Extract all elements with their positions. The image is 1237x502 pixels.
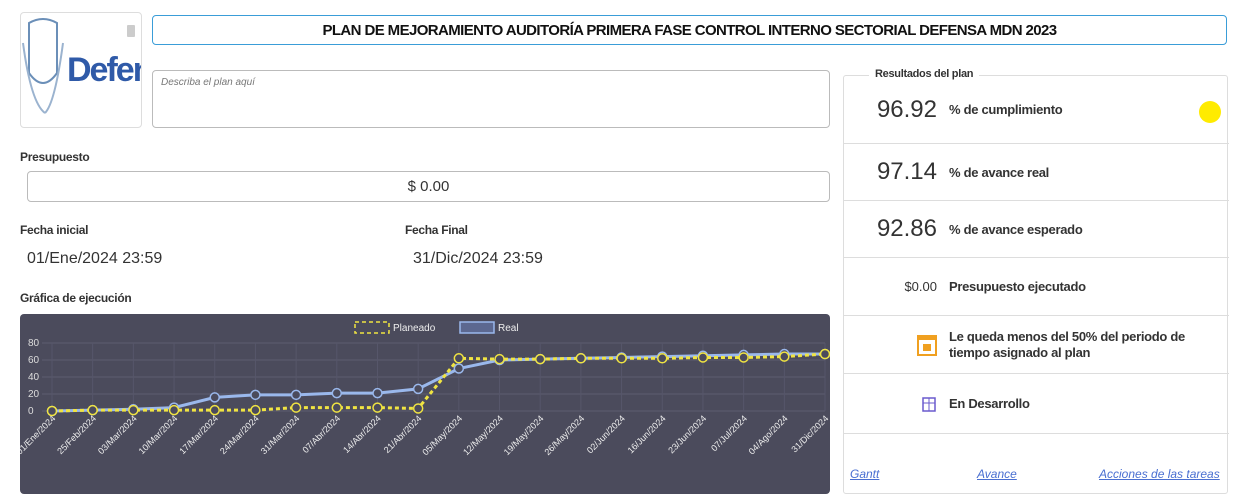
series-point xyxy=(372,387,383,399)
trash-icon[interactable] xyxy=(127,25,135,37)
result-row: 97.14 % de avance real xyxy=(844,144,1229,201)
end-label: Fecha Final xyxy=(405,223,468,237)
results-title: Resultados del plan xyxy=(869,68,980,80)
series-point xyxy=(453,353,465,364)
series-point xyxy=(738,352,749,363)
series-point xyxy=(290,389,302,401)
series-point xyxy=(779,351,790,362)
result-value: 92.86 xyxy=(876,215,937,242)
series-point xyxy=(209,392,220,403)
tasks-link[interactable]: Acciones de las tareas xyxy=(1099,467,1220,481)
results-panel: Resultados del plan 96.92 % de cumplimie… xyxy=(843,68,1229,494)
building-icon xyxy=(844,396,949,412)
result-label: % de cumplimiento xyxy=(949,102,1063,117)
plan-title: PLAN DE MEJORAMIENTO AUDITORÍA PRIMERA F… xyxy=(152,15,1227,45)
avance-link[interactable]: Avance xyxy=(977,467,1017,481)
budget-label: Presupuesto xyxy=(20,150,90,164)
legend-swatch xyxy=(354,321,390,334)
budget-input[interactable]: $ 0.00 xyxy=(27,171,830,202)
series-point xyxy=(331,387,343,399)
series-point xyxy=(819,348,830,360)
status-text: En Desarrollo xyxy=(949,396,1030,411)
series-point xyxy=(290,402,302,413)
result-label: % de avance real xyxy=(949,164,1049,180)
series-point xyxy=(87,404,98,416)
series-point xyxy=(250,389,261,401)
start-label: Fecha inicial xyxy=(20,223,89,237)
time-row: Le queda menos del 50% del periodo de ti… xyxy=(844,316,1229,374)
result-row: 96.92 % de cumplimiento xyxy=(844,76,1229,144)
series-point xyxy=(412,403,424,414)
logo-box: Defensa xyxy=(20,12,142,128)
gantt-link[interactable]: Gantt xyxy=(850,467,880,481)
description-input[interactable]: Describa el plan aquí xyxy=(152,70,830,128)
series-point xyxy=(494,353,505,365)
y-tick-label: 20 xyxy=(28,389,40,400)
y-tick-label: 0 xyxy=(28,406,34,417)
shield xyxy=(28,18,58,84)
series-point xyxy=(657,353,668,364)
calendar-icon xyxy=(844,334,949,356)
result-row: $0.00 Presupuesto ejecutado xyxy=(844,258,1229,316)
result-label: % de avance esperado xyxy=(949,221,1083,237)
series-point xyxy=(331,402,343,413)
series-point xyxy=(128,404,139,416)
y-tick-label: 80 xyxy=(28,338,40,349)
result-value: $0.00 xyxy=(904,279,937,294)
series-line xyxy=(51,352,825,413)
series-point xyxy=(372,402,383,413)
status-row: En Desarrollo xyxy=(844,374,1229,434)
series-point xyxy=(250,404,261,416)
logo-text: Defensa xyxy=(67,51,141,89)
y-tick-label: 40 xyxy=(28,372,40,383)
status-dot xyxy=(1199,101,1221,123)
series-point xyxy=(412,383,424,395)
series-line xyxy=(51,352,826,413)
result-row: 92.86 % de avance esperado xyxy=(844,201,1229,258)
start-date: 01/Ene/2024 23:59 xyxy=(27,250,163,267)
end-date: 31/Dic/2024 23:59 xyxy=(413,250,543,267)
series-point xyxy=(616,353,627,364)
result-label: Presupuesto ejecutado xyxy=(949,279,1086,294)
legend-swatch xyxy=(459,321,495,334)
chart-label: Gráfica de ejecución xyxy=(20,291,132,305)
laurel xyxy=(22,42,64,114)
legend-label: Real xyxy=(498,323,519,334)
series-point xyxy=(453,363,465,374)
chart-bg xyxy=(20,314,830,494)
series-point xyxy=(534,353,546,365)
series-point xyxy=(168,404,180,416)
legend-label: Planeado xyxy=(393,323,436,334)
logo-emblem xyxy=(22,18,135,114)
series-point xyxy=(697,352,709,363)
series-point xyxy=(46,405,58,417)
time-note: Le queda menos del 50% del periodo de ti… xyxy=(949,328,1185,360)
y-tick-label: 60 xyxy=(28,355,40,366)
result-value: 96.92 xyxy=(876,95,937,123)
series-point xyxy=(209,404,220,416)
execution-chart: 02040608001/Ene/202425/Feb/202403/Mar/20… xyxy=(20,314,830,494)
result-value: 97.14 xyxy=(876,158,937,185)
series-point xyxy=(575,353,587,364)
